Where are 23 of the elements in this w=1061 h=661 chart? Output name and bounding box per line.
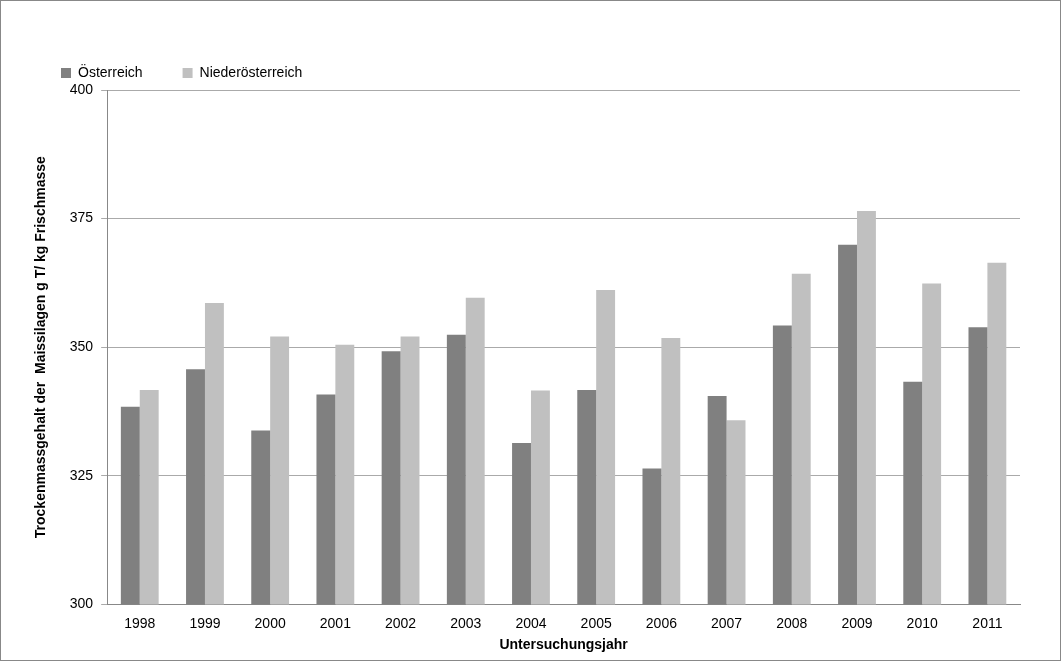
y-axis-title: Trockenmassgehalt der Maissilagen g T/ kg Frischmasse — [32, 155, 49, 539]
y-tick-label: 300 — [69, 595, 94, 612]
x-tick-label: 1998 — [124, 614, 156, 631]
x-tick-label: 2000 — [254, 614, 286, 631]
legend-label: Österreich — [78, 62, 143, 80]
y-tick-label: 350 — [69, 338, 94, 355]
x-tick-label: 2005 — [580, 614, 612, 631]
x-tick-label: 2004 — [515, 614, 547, 631]
x-axis-title: Untersuchungsjahr — [499, 636, 629, 653]
x-tick-label: 2009 — [841, 614, 873, 631]
y-tick-label: 400 — [69, 80, 94, 97]
x-tick-label: 2001 — [319, 614, 352, 631]
x-tick-label: 2007 — [711, 614, 743, 631]
x-tick-label: 2003 — [450, 614, 482, 631]
y-tick-label: 375 — [69, 209, 94, 226]
x-tick-label: 2008 — [776, 614, 808, 631]
x-tick-label: 2006 — [645, 614, 678, 631]
x-tick-label: 2010 — [906, 614, 938, 631]
x-tick-label: 2011 — [972, 614, 1003, 631]
x-tick-label: 1999 — [189, 614, 221, 631]
x-tick-label: 2002 — [384, 614, 417, 631]
y-tick-label: 325 — [69, 466, 94, 483]
legend-label: Niederösterreich — [199, 63, 303, 80]
